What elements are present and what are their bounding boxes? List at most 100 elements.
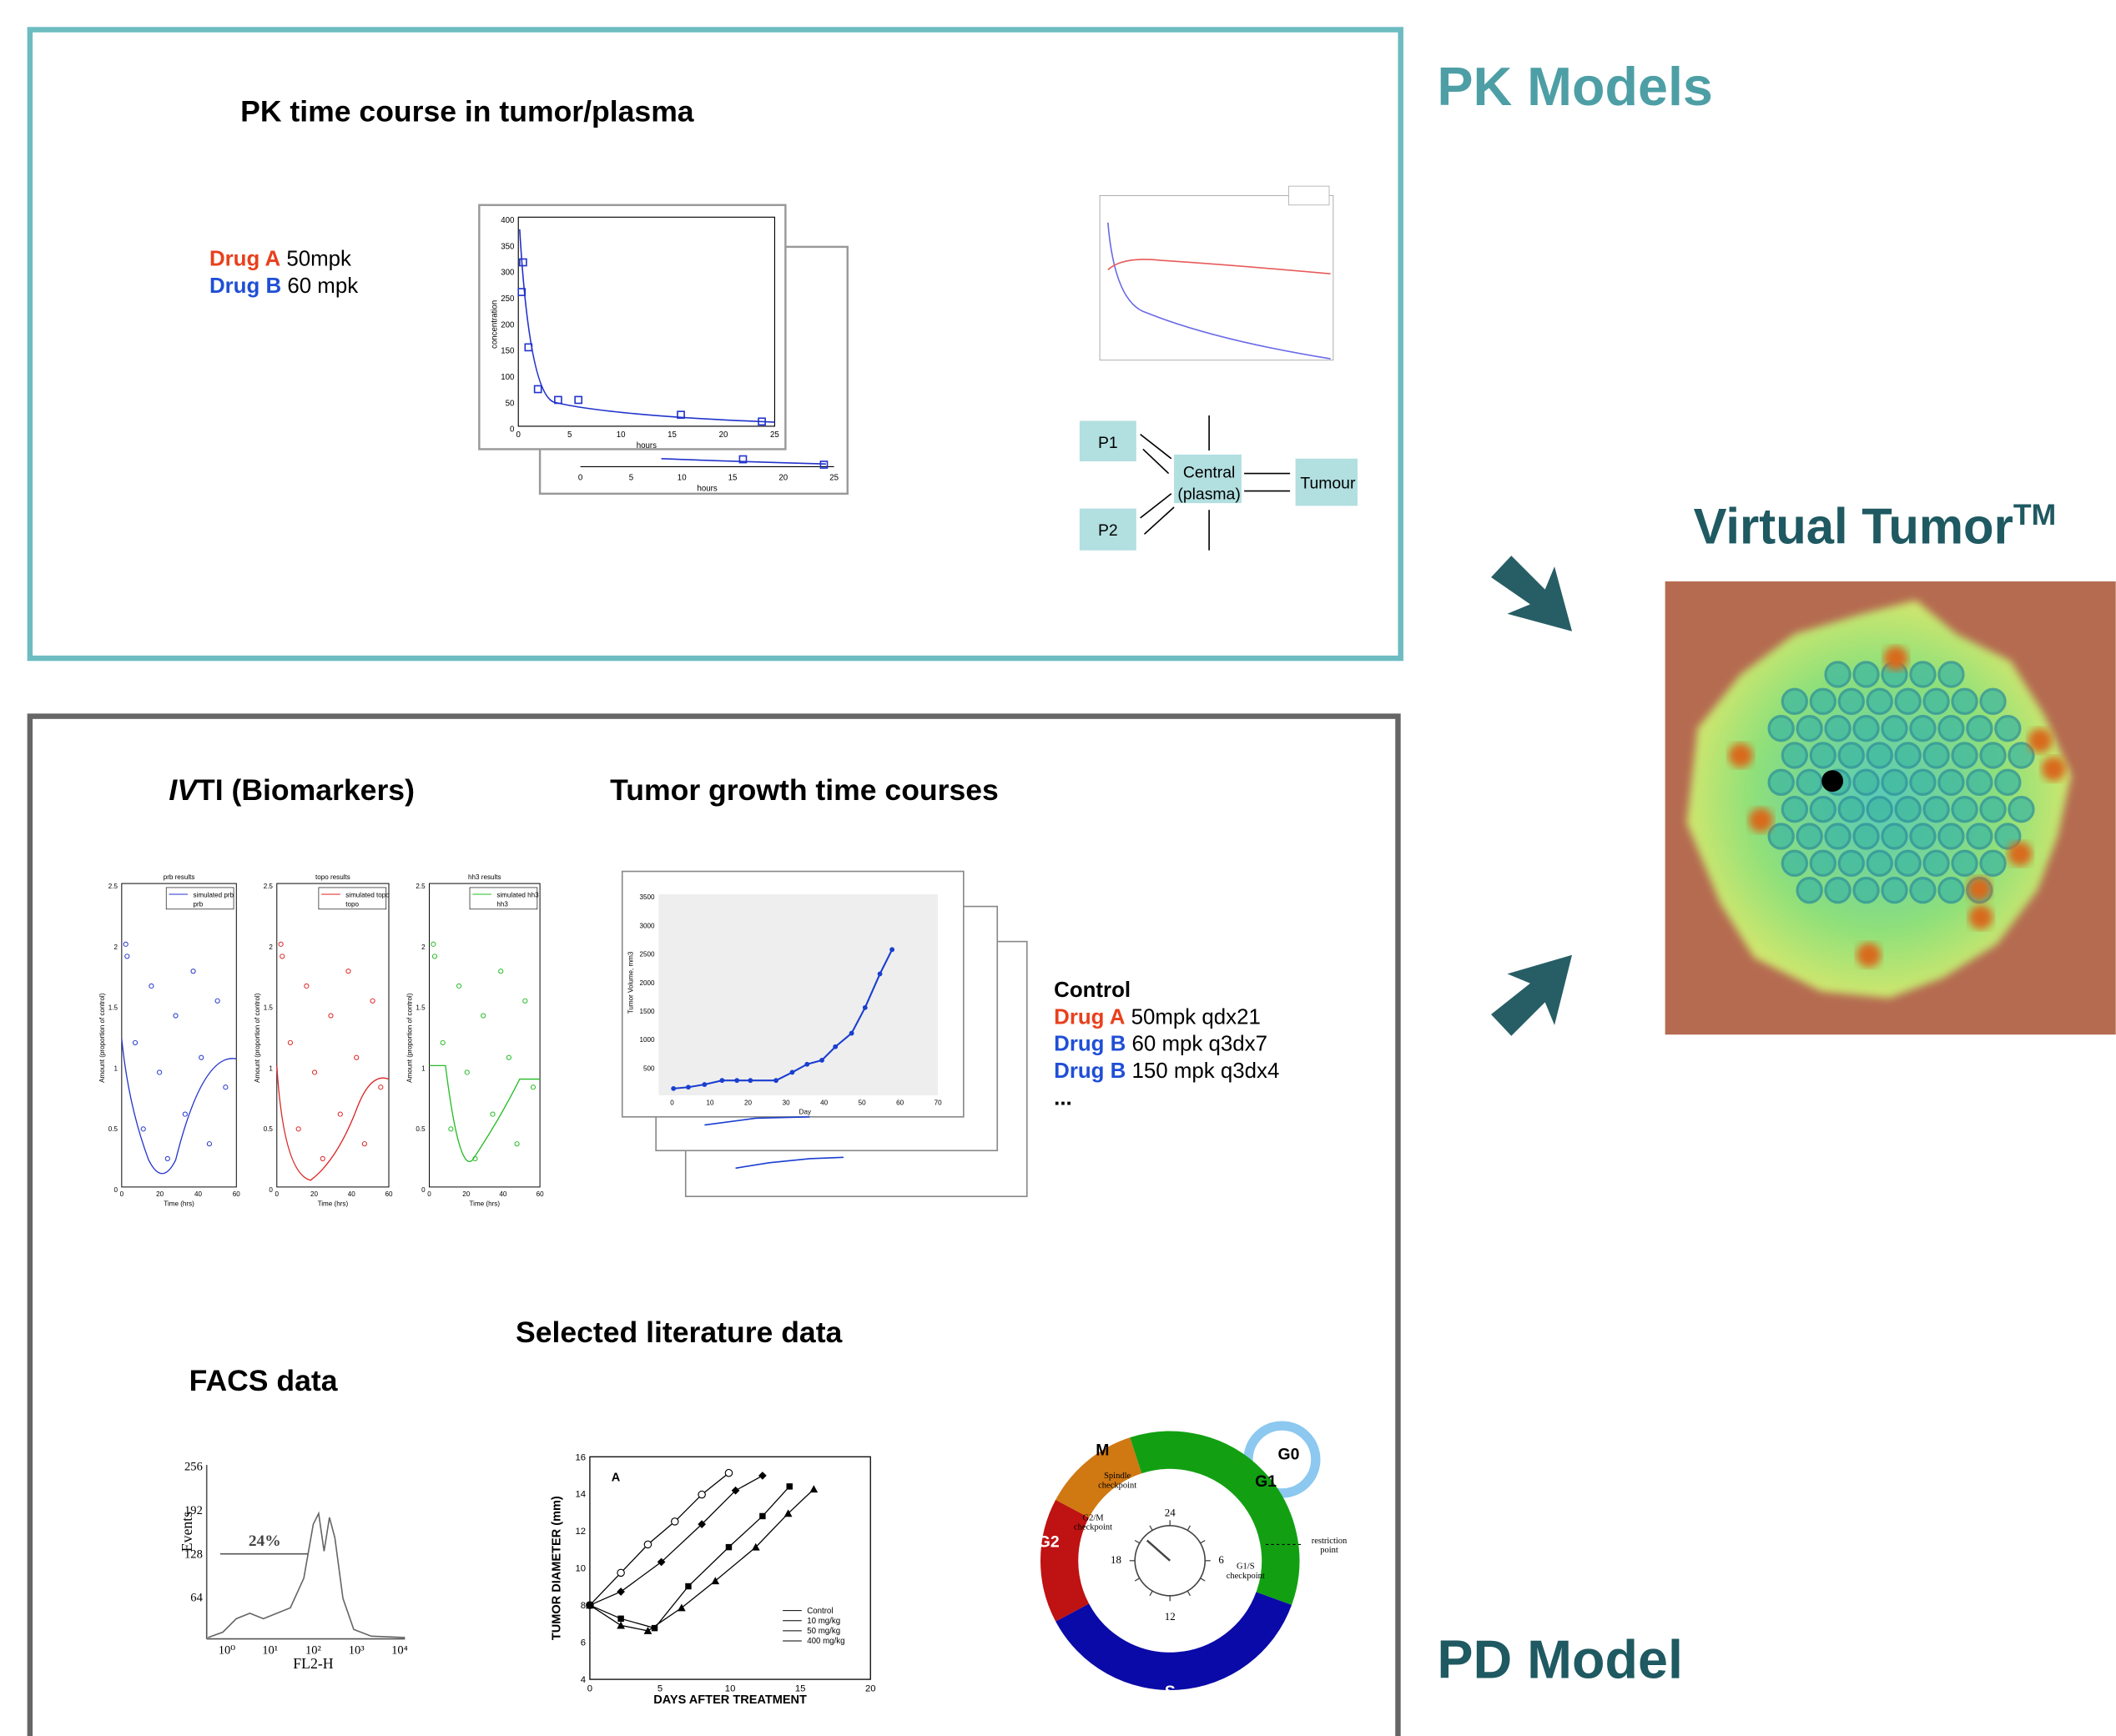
y-tick-label: 400 — [501, 216, 515, 225]
cell — [1824, 714, 1852, 742]
y-tick-label: 192 — [184, 1504, 203, 1517]
x-tick-label: 20 — [744, 1099, 752, 1106]
clock-label: 6 — [1218, 1553, 1224, 1566]
cell — [1966, 768, 1993, 796]
marker — [199, 1054, 204, 1060]
x-tick-label: 60 — [896, 1099, 904, 1106]
marker — [617, 1568, 625, 1577]
y-tick-label: 0 — [421, 1186, 426, 1194]
legend-entry: simulated hh3 — [496, 891, 539, 898]
cell — [1894, 795, 1922, 823]
marker — [586, 1601, 594, 1609]
plot-area — [658, 894, 939, 1095]
cell — [1937, 768, 1965, 796]
cell — [1922, 795, 1950, 823]
marker — [862, 1004, 868, 1010]
x-tick-label: 5 — [657, 1684, 663, 1694]
x-axis-label: hours — [637, 441, 657, 450]
legend-entry: hh3 — [496, 901, 508, 908]
marker — [698, 1520, 706, 1528]
marker — [149, 983, 154, 989]
cell — [1951, 687, 1978, 715]
clock-tick — [1149, 1525, 1153, 1531]
y-tick-label: 1.5 — [264, 1004, 274, 1012]
marker — [354, 1054, 360, 1060]
marker — [617, 1621, 625, 1629]
checkpoint-label: checkpoint — [1227, 1572, 1265, 1581]
cell — [1894, 687, 1922, 715]
x-axis-label: Time (hrs) — [470, 1200, 501, 1208]
literature-title: Selected literature data — [516, 1316, 843, 1349]
x-tick-label: 10⁰ — [219, 1643, 236, 1657]
cell — [1937, 714, 1965, 742]
x-tick-label: 20 — [778, 474, 788, 483]
cell — [1852, 877, 1880, 904]
checkpoint-label: checkpoint — [1074, 1523, 1112, 1532]
marker — [724, 1468, 733, 1477]
x-axis-label: Time (hrs) — [318, 1200, 349, 1208]
legend-entry: prb — [194, 901, 204, 908]
plot-area — [429, 883, 541, 1188]
cell — [1937, 823, 1965, 850]
x-axis-label: DAYS AFTER TREATMENT — [653, 1693, 807, 1707]
clock-tick — [1186, 1525, 1192, 1531]
y-tick-label: 64 — [190, 1592, 203, 1605]
x-tick-label: 5 — [567, 430, 572, 440]
y-tick-label: 0 — [269, 1186, 273, 1194]
cell — [1951, 795, 1978, 823]
x-tick-label: 15 — [728, 474, 738, 483]
x-tick-label: 60 — [233, 1190, 240, 1198]
x-tick-label: 10 — [678, 474, 687, 483]
virtual-tumor-title: Virtual TumorTM — [1694, 498, 2057, 555]
legend-entry: Drug A 50mpk — [209, 248, 351, 271]
checkpoint-label: checkpoint — [1098, 1481, 1136, 1490]
marker — [751, 1542, 760, 1551]
y-axis-label: Tumor Volume, mm3 — [627, 951, 635, 1014]
x-tick-label: 10³ — [349, 1643, 365, 1657]
cell — [1979, 687, 2007, 715]
x-tick-label: 0 — [120, 1190, 124, 1198]
y-tick-label: 250 — [501, 294, 515, 304]
y-tick-label: 500 — [643, 1064, 655, 1072]
pk-heading: PK Models — [1437, 56, 1713, 117]
x-tick-label: 15 — [668, 430, 677, 440]
cell — [1909, 714, 1937, 742]
y-tick-label: 50 — [506, 399, 515, 408]
marker — [157, 1069, 163, 1075]
marker — [686, 1084, 691, 1090]
x-tick-label: 25 — [770, 430, 779, 440]
x-tick-label: 10 — [725, 1684, 736, 1694]
cell — [1781, 742, 1809, 769]
cell — [1809, 742, 1836, 769]
marker — [711, 1577, 720, 1585]
cell — [1894, 849, 1922, 878]
x-tick-label: 60 — [537, 1190, 544, 1198]
marker — [530, 1084, 537, 1090]
x-tick-label: 40 — [348, 1190, 355, 1198]
compartment — [1174, 454, 1242, 504]
x-tick-label: 70 — [935, 1099, 942, 1106]
y-tick-label: 2500 — [640, 951, 655, 959]
y-axis-label: Amount (proportion of control) — [254, 993, 261, 1083]
checkpoint-label: Spindle — [1104, 1472, 1131, 1481]
x-tick-label: 0 — [578, 474, 583, 483]
curve — [661, 457, 826, 465]
cell — [1968, 904, 1993, 930]
x-tick-label: 40 — [499, 1190, 506, 1198]
marker — [472, 1155, 478, 1162]
legend-entry: Control — [1054, 979, 1131, 1002]
marker — [514, 1141, 520, 1147]
cell — [1781, 849, 1809, 878]
marker — [678, 1603, 686, 1612]
marker — [819, 460, 829, 469]
clock-tick — [1200, 1539, 1206, 1544]
marker — [819, 1058, 824, 1063]
legend-entry: 50 mg/kg — [807, 1627, 840, 1636]
cell — [1796, 823, 1823, 850]
compartment-label: P1 — [1098, 434, 1118, 452]
marker — [345, 969, 351, 974]
y-tick-label: 0 — [113, 1186, 118, 1194]
marker — [698, 1490, 706, 1499]
markers — [671, 947, 895, 1091]
marker — [685, 1583, 692, 1590]
